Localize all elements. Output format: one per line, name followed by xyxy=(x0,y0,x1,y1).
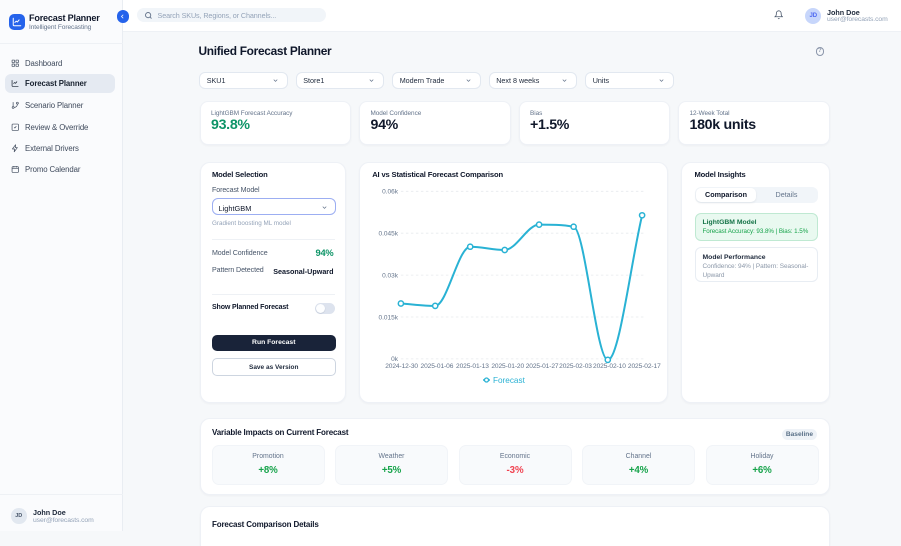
svg-text:2025-01-13: 2025-01-13 xyxy=(456,363,489,370)
svg-text:2025-02-10: 2025-02-10 xyxy=(593,363,626,370)
svg-text:0.03k: 0.03k xyxy=(382,272,399,279)
svg-text:0.045k: 0.045k xyxy=(378,230,398,237)
svg-text:2025-01-06: 2025-01-06 xyxy=(420,363,453,370)
svg-text:0.06k: 0.06k xyxy=(382,188,399,195)
svg-text:2025-02-17: 2025-02-17 xyxy=(628,363,661,370)
svg-text:2025-01-20: 2025-01-20 xyxy=(491,363,524,370)
svg-text:2025-02-03: 2025-02-03 xyxy=(559,363,592,370)
svg-text:2025-01-27: 2025-01-27 xyxy=(525,363,558,370)
svg-text:2024-12-30: 2024-12-30 xyxy=(385,363,418,370)
svg-text:0k: 0k xyxy=(391,356,399,363)
svg-text:Forecast: Forecast xyxy=(493,376,526,385)
svg-text:0.015k: 0.015k xyxy=(378,314,398,321)
